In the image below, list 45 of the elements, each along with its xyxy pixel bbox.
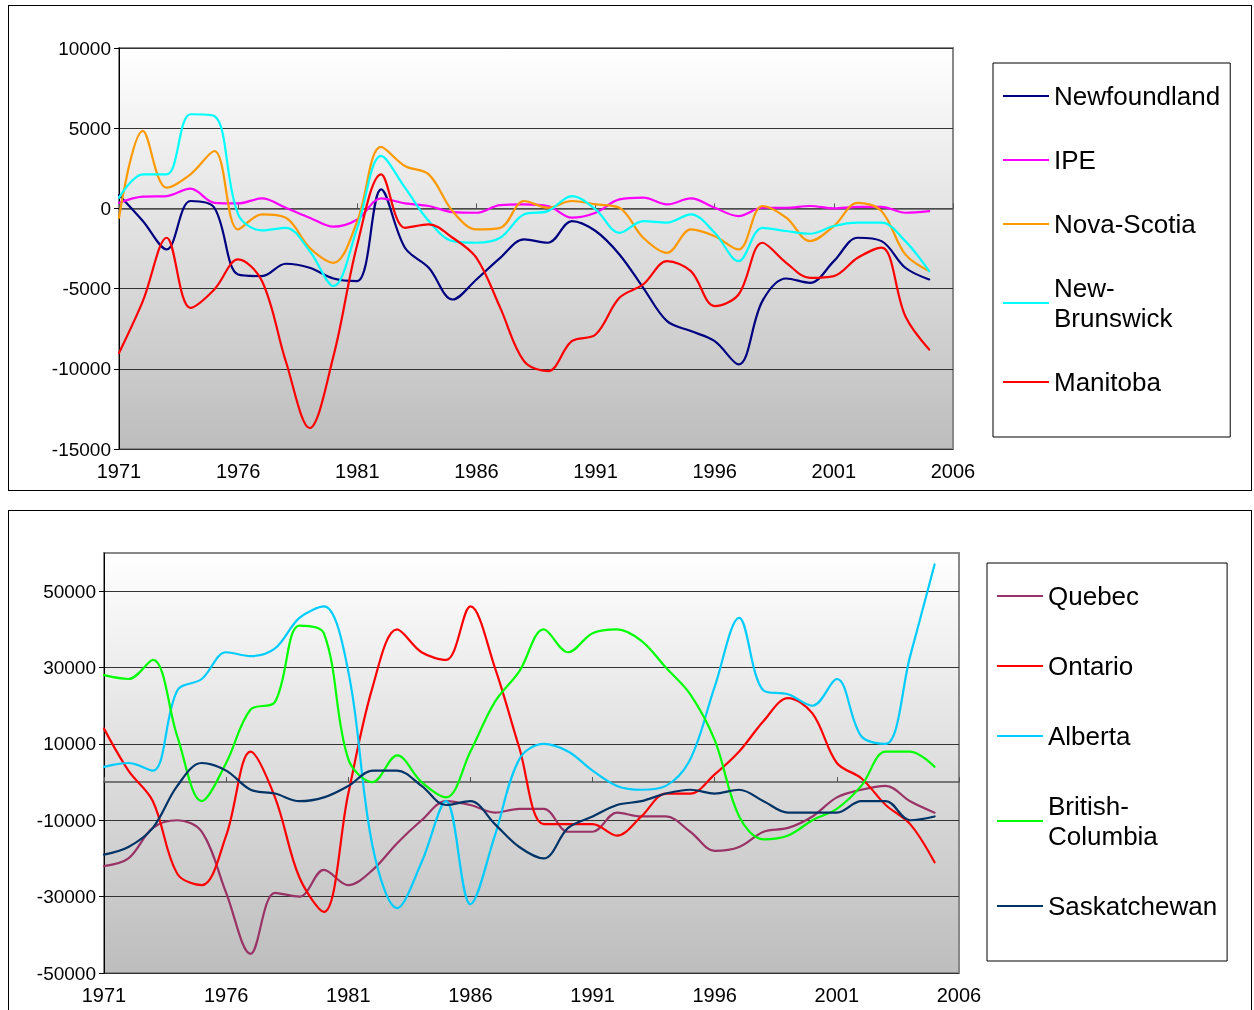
x-tick-label: 2001 bbox=[814, 984, 860, 1006]
y-tick-label: -15000 bbox=[51, 438, 111, 460]
x-tick-label: 2001 bbox=[811, 460, 857, 482]
y-tick-label: 5000 bbox=[68, 117, 111, 139]
x-tick-label: 2006 bbox=[930, 460, 976, 482]
y-tick-label: -10000 bbox=[36, 809, 96, 831]
line-series bbox=[117, 188, 931, 366]
y-tick-label: 50000 bbox=[43, 580, 96, 602]
x-tick-label: 1981 bbox=[326, 984, 371, 1006]
legend-label: IPE bbox=[1054, 145, 1096, 175]
y-tick-label: -10000 bbox=[51, 358, 111, 380]
legend-label: New-Brunswick bbox=[1054, 273, 1174, 333]
line-series bbox=[102, 624, 936, 841]
x-tick-label: 1986 bbox=[454, 460, 499, 482]
legend-label: Manitoba bbox=[1054, 367, 1162, 397]
x-tick-label: 1971 bbox=[81, 984, 127, 1006]
y-tick-label: 10000 bbox=[58, 37, 111, 59]
legend-label: Newfoundland bbox=[1054, 81, 1221, 111]
x-tick-label: 1971 bbox=[96, 460, 142, 482]
legend-label: Alberta bbox=[1048, 721, 1131, 751]
x-tick-label: 2006 bbox=[936, 984, 982, 1006]
y-tick-label: -50000 bbox=[36, 962, 96, 984]
line-series bbox=[117, 187, 931, 228]
x-tick-label: 1991 bbox=[570, 984, 615, 1006]
line-series bbox=[102, 784, 936, 956]
y-tick-label: -5000 bbox=[62, 278, 111, 300]
y-tick-label: 0 bbox=[100, 197, 111, 219]
x-tick-label: 1981 bbox=[335, 460, 380, 482]
x-tick-label: 1976 bbox=[215, 460, 261, 482]
y-tick-label: 10000 bbox=[43, 733, 96, 755]
legend-label: British-Columbia bbox=[1048, 791, 1159, 851]
x-tick-label: 1986 bbox=[448, 984, 493, 1006]
y-tick-label: -30000 bbox=[36, 886, 96, 908]
legend-label: Ontario bbox=[1048, 651, 1134, 681]
legend-label: Nova-Scotia bbox=[1054, 209, 1197, 239]
y-tick-label: 30000 bbox=[43, 657, 96, 679]
x-tick-label: 1996 bbox=[692, 984, 737, 1006]
legend-label: Quebec bbox=[1048, 581, 1140, 611]
line-series bbox=[117, 113, 931, 288]
legend-label: Saskatchewan bbox=[1048, 891, 1218, 921]
x-tick-label: 1991 bbox=[573, 460, 618, 482]
x-tick-label: 1996 bbox=[692, 460, 737, 482]
x-tick-label: 1976 bbox=[203, 984, 249, 1006]
line-series bbox=[102, 761, 936, 860]
line-series bbox=[117, 173, 931, 430]
